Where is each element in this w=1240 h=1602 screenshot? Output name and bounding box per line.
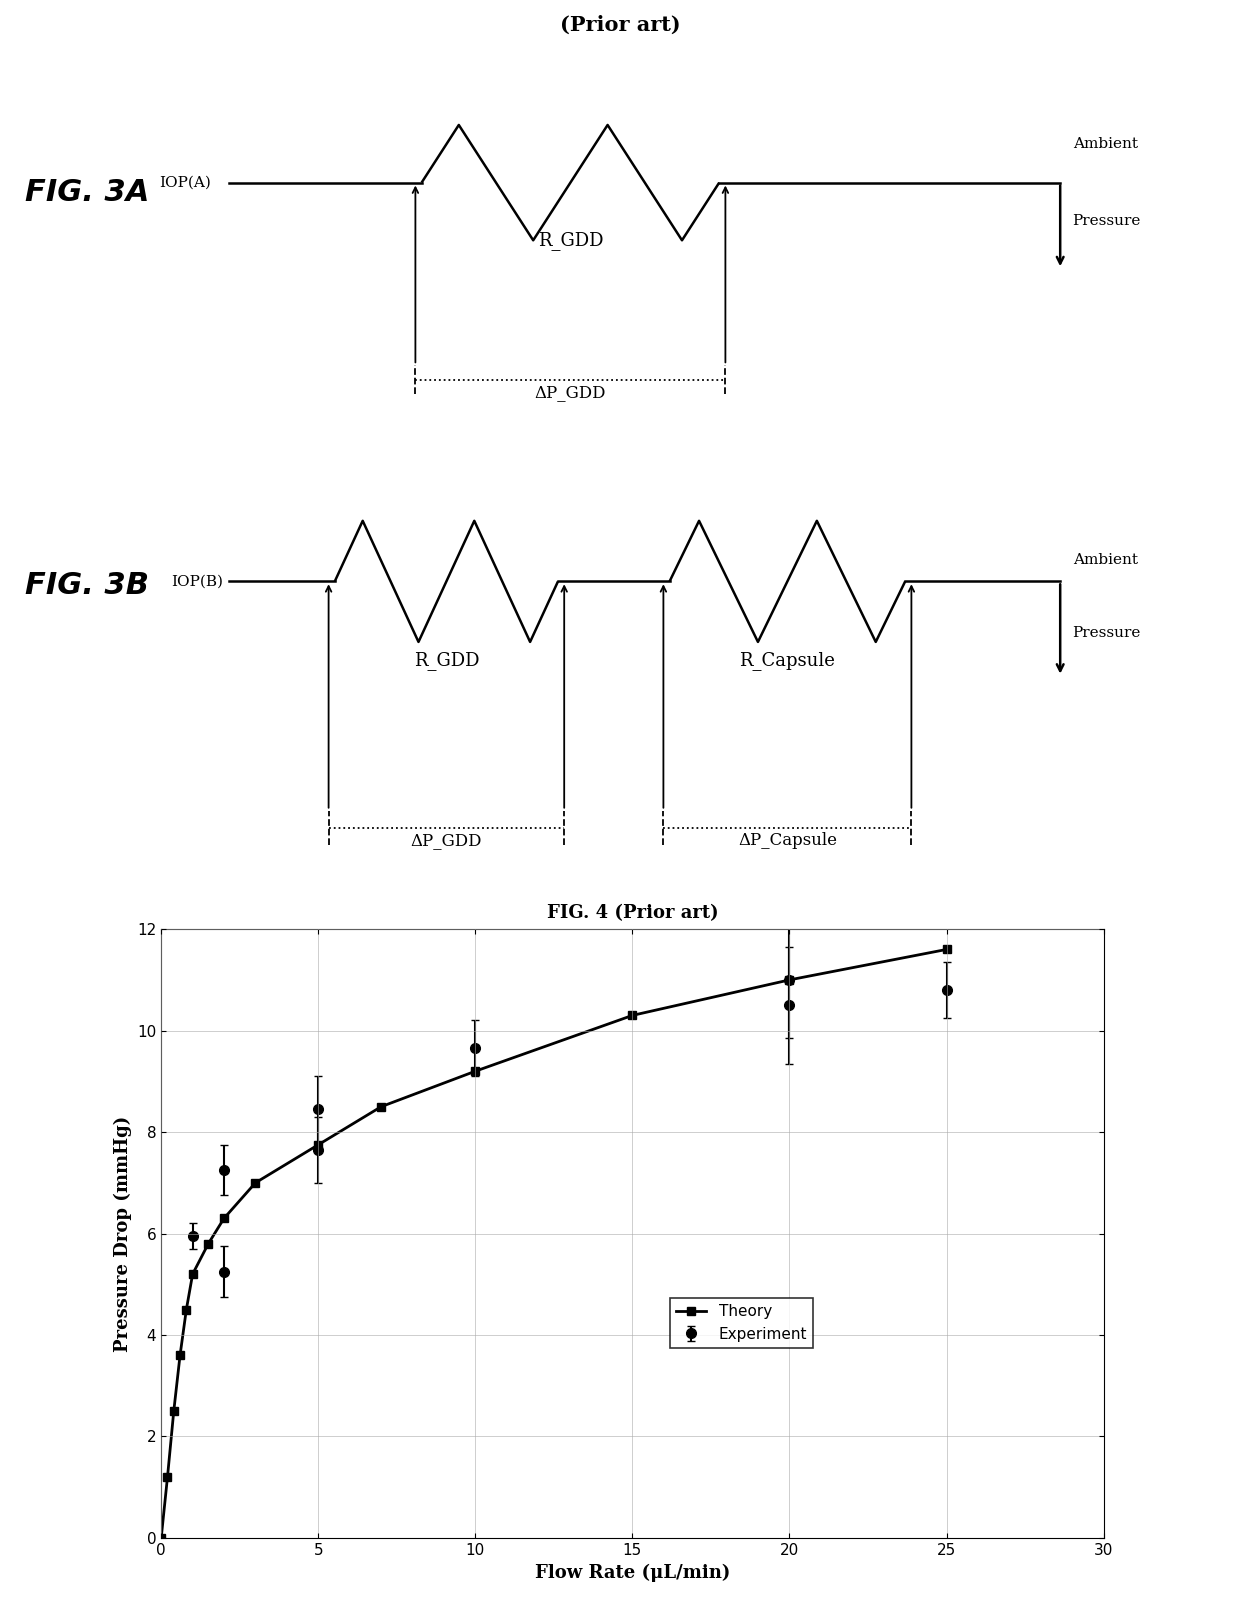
Theory — [166, 1402, 181, 1421]
Text: ΔP_GDD: ΔP_GDD — [410, 833, 482, 849]
Theory — [373, 1097, 388, 1117]
Theory — [248, 1173, 263, 1192]
Legend: Theory, Experiment: Theory, Experiment — [670, 1298, 813, 1347]
Theory — [154, 1528, 169, 1548]
Text: Ambient: Ambient — [1073, 138, 1137, 151]
Y-axis label: Pressure Drop (mmHg): Pressure Drop (mmHg) — [113, 1115, 131, 1352]
Text: IOP(A): IOP(A) — [159, 176, 211, 189]
Text: FIG. 3B: FIG. 3B — [25, 572, 149, 601]
Title: FIG. 4 (Prior art): FIG. 4 (Prior art) — [547, 904, 718, 923]
Theory — [185, 1264, 200, 1283]
Theory — [625, 1006, 640, 1025]
Theory — [172, 1346, 187, 1365]
Theory — [467, 1062, 482, 1081]
Text: ΔP_GDD: ΔP_GDD — [534, 384, 606, 402]
Text: ΔP_Capsule: ΔP_Capsule — [738, 833, 837, 849]
Text: IOP(B): IOP(B) — [171, 575, 223, 588]
Text: Ambient: Ambient — [1073, 553, 1137, 567]
Theory — [201, 1234, 216, 1253]
Line: Theory: Theory — [157, 945, 951, 1543]
X-axis label: Flow Rate (μL/min): Flow Rate (μL/min) — [534, 1564, 730, 1581]
Theory — [311, 1136, 326, 1155]
Theory — [939, 940, 954, 960]
Text: Pressure: Pressure — [1073, 626, 1141, 641]
Theory — [217, 1208, 232, 1227]
Text: Pressure: Pressure — [1073, 215, 1141, 227]
Theory — [160, 1467, 175, 1487]
Text: R_Capsule: R_Capsule — [739, 650, 836, 670]
Theory — [782, 971, 797, 990]
Text: R_GDD: R_GDD — [414, 650, 479, 670]
Text: (Prior art): (Prior art) — [559, 14, 681, 34]
Text: FIG. 3A: FIG. 3A — [25, 178, 149, 207]
Text: R_GDD: R_GDD — [538, 231, 603, 250]
Theory — [179, 1301, 193, 1320]
